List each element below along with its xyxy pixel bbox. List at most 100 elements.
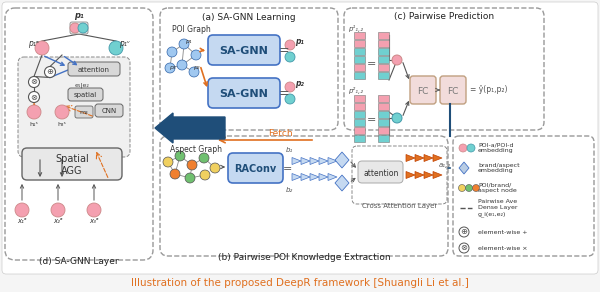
- Circle shape: [392, 113, 402, 123]
- Polygon shape: [292, 173, 301, 180]
- Bar: [378, 119, 389, 126]
- Circle shape: [467, 144, 475, 152]
- Circle shape: [458, 185, 466, 192]
- Circle shape: [175, 151, 185, 161]
- Text: =: =: [367, 115, 377, 125]
- Text: x₃ᵃ: x₃ᵃ: [89, 218, 99, 224]
- Polygon shape: [301, 173, 310, 180]
- Text: m₃: m₃: [80, 110, 88, 116]
- Text: FC: FC: [418, 86, 428, 95]
- Circle shape: [29, 91, 40, 102]
- Text: spatial: spatial: [73, 92, 97, 98]
- Bar: [354, 127, 365, 134]
- Text: element-wise ×: element-wise ×: [478, 246, 527, 251]
- Polygon shape: [335, 175, 349, 191]
- Text: p₃: p₃: [169, 65, 175, 70]
- Text: Cross Attention Layer: Cross Attention Layer: [362, 203, 437, 209]
- Text: = ŷ(p₁,p₂): = ŷ(p₁,p₂): [470, 86, 508, 95]
- Text: x₁ᵃ: x₁ᵃ: [17, 218, 27, 224]
- Bar: [354, 64, 365, 71]
- Bar: [378, 32, 389, 39]
- Text: =: =: [283, 164, 292, 174]
- Circle shape: [189, 67, 199, 77]
- Circle shape: [177, 60, 187, 70]
- Bar: [354, 48, 365, 55]
- Circle shape: [392, 55, 402, 65]
- Polygon shape: [406, 171, 415, 178]
- Text: b₂: b₂: [286, 187, 293, 193]
- Circle shape: [210, 163, 220, 173]
- Circle shape: [200, 170, 210, 180]
- Circle shape: [191, 50, 201, 60]
- Text: =: =: [278, 88, 289, 100]
- Polygon shape: [406, 154, 415, 161]
- FancyBboxPatch shape: [228, 153, 283, 183]
- Bar: [354, 32, 365, 39]
- FancyBboxPatch shape: [95, 104, 123, 117]
- Text: ⊗: ⊗: [31, 77, 37, 86]
- Polygon shape: [415, 154, 424, 161]
- Bar: [378, 103, 389, 110]
- Text: b₁: b₁: [286, 147, 293, 153]
- Circle shape: [285, 40, 295, 50]
- Text: p₁: p₁: [185, 39, 191, 44]
- Text: POI Graph: POI Graph: [172, 25, 211, 34]
- Circle shape: [466, 185, 473, 192]
- Bar: [354, 111, 365, 118]
- Circle shape: [29, 77, 40, 88]
- FancyBboxPatch shape: [208, 78, 280, 108]
- Circle shape: [163, 157, 173, 167]
- Polygon shape: [328, 173, 337, 180]
- Text: =: =: [367, 59, 377, 69]
- Polygon shape: [433, 154, 442, 161]
- Text: h₂ˢ: h₂ˢ: [58, 121, 67, 126]
- Circle shape: [285, 94, 295, 104]
- FancyBboxPatch shape: [75, 106, 93, 118]
- Text: =: =: [278, 44, 289, 58]
- Bar: [378, 95, 389, 102]
- Bar: [378, 40, 389, 47]
- FancyArrow shape: [155, 113, 225, 143]
- Circle shape: [459, 227, 469, 237]
- FancyBboxPatch shape: [440, 76, 466, 104]
- Polygon shape: [310, 173, 319, 180]
- Circle shape: [87, 203, 101, 217]
- Text: RAConv: RAConv: [234, 164, 276, 174]
- Circle shape: [285, 82, 295, 92]
- Bar: [354, 40, 365, 47]
- Polygon shape: [319, 173, 328, 180]
- Text: element-wise +: element-wise +: [478, 230, 527, 234]
- Text: h₁ˢ: h₁ˢ: [29, 121, 38, 126]
- Text: Pairwise Ave
Dense Layer
g_i(e₁,e₂): Pairwise Ave Dense Layer g_i(e₁,e₂): [478, 199, 517, 217]
- Circle shape: [285, 52, 295, 62]
- Text: p²₁,₂: p²₁,₂: [349, 86, 364, 93]
- Text: p₂: p₂: [193, 65, 199, 70]
- Text: attention: attention: [78, 67, 110, 73]
- Text: (d) SA-GNN Layer: (d) SA-GNN Layer: [39, 258, 119, 267]
- Polygon shape: [424, 171, 433, 178]
- Polygon shape: [433, 171, 442, 178]
- Bar: [378, 135, 389, 142]
- Text: SA-GNN: SA-GNN: [220, 46, 268, 56]
- Bar: [354, 95, 365, 102]
- Text: SA-GNN: SA-GNN: [220, 89, 268, 99]
- Text: POI-a/POI-d
embedding: POI-a/POI-d embedding: [478, 142, 514, 153]
- Text: POI/brand/
aspect node: POI/brand/ aspect node: [478, 182, 517, 193]
- Circle shape: [70, 23, 80, 33]
- Text: ⊕: ⊕: [47, 67, 53, 77]
- Text: brand/aspect
embedding: brand/aspect embedding: [478, 163, 520, 173]
- Text: p₁: p₁: [296, 37, 304, 46]
- Text: Fetch: Fetch: [268, 128, 292, 138]
- Circle shape: [459, 144, 467, 152]
- Text: (b) Pairwise POI Knowledge Extraction: (b) Pairwise POI Knowledge Extraction: [218, 253, 391, 262]
- Circle shape: [35, 41, 49, 55]
- Circle shape: [27, 105, 41, 119]
- Text: ⊗: ⊗: [31, 93, 37, 102]
- Circle shape: [55, 105, 69, 119]
- Bar: [354, 72, 365, 79]
- Circle shape: [199, 153, 209, 163]
- Bar: [378, 111, 389, 118]
- Text: p₁ᵛ: p₁ᵛ: [119, 39, 131, 48]
- Text: p₂: p₂: [296, 79, 304, 88]
- Text: x₂ᵃ: x₂ᵃ: [53, 218, 63, 224]
